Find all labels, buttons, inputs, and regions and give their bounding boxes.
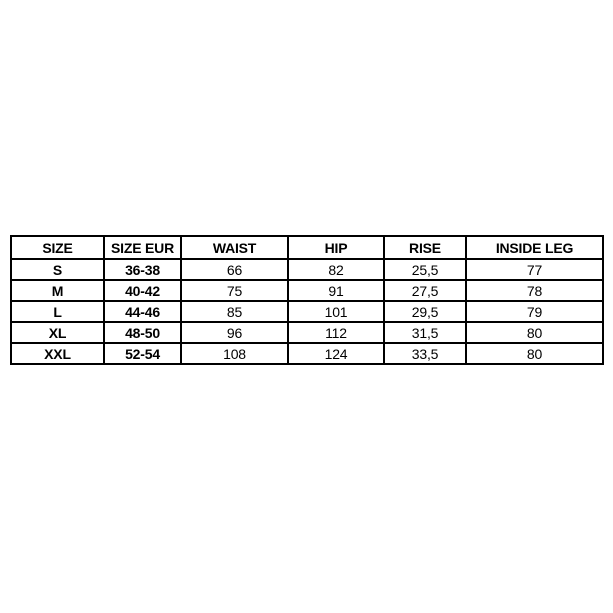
cell-size-eur: 40-42 xyxy=(103,279,182,302)
cell-rise: 25,5 xyxy=(383,258,467,281)
cell-rise: 29,5 xyxy=(383,300,467,323)
table-row-l: L 44-46 85 101 29,5 79 xyxy=(10,300,604,323)
table-header-row: SIZE SIZE EUR WAIST HIP RISE INSIDE LEG xyxy=(10,235,604,260)
cell-waist: 108 xyxy=(180,342,289,365)
table-row-m: M 40-42 75 91 27,5 78 xyxy=(10,279,604,302)
cell-size: M xyxy=(10,279,105,302)
cell-size: XXL xyxy=(10,342,105,365)
cell-hip: 101 xyxy=(287,300,385,323)
header-cell-waist: WAIST xyxy=(180,235,289,260)
cell-inside-leg: 80 xyxy=(465,321,604,344)
cell-size: XL xyxy=(10,321,105,344)
cell-hip: 124 xyxy=(287,342,385,365)
cell-size-eur: 48-50 xyxy=(103,321,182,344)
table-row-xl: XL 48-50 96 112 31,5 80 xyxy=(10,321,604,344)
cell-waist: 66 xyxy=(180,258,289,281)
cell-size-eur: 36-38 xyxy=(103,258,182,281)
cell-size-eur: 52-54 xyxy=(103,342,182,365)
cell-size-eur: 44-46 xyxy=(103,300,182,323)
cell-inside-leg: 77 xyxy=(465,258,604,281)
cell-waist: 85 xyxy=(180,300,289,323)
table-row-s: S 36-38 66 82 25,5 77 xyxy=(10,258,604,281)
cell-hip: 112 xyxy=(287,321,385,344)
cell-size: S xyxy=(10,258,105,281)
header-cell-size-eur: SIZE EUR xyxy=(103,235,182,260)
cell-waist: 75 xyxy=(180,279,289,302)
header-cell-rise: RISE xyxy=(383,235,467,260)
cell-rise: 33,5 xyxy=(383,342,467,365)
cell-waist: 96 xyxy=(180,321,289,344)
cell-rise: 31,5 xyxy=(383,321,467,344)
header-cell-size: SIZE xyxy=(10,235,105,260)
cell-hip: 82 xyxy=(287,258,385,281)
header-cell-hip: HIP xyxy=(287,235,385,260)
cell-inside-leg: 78 xyxy=(465,279,604,302)
cell-inside-leg: 80 xyxy=(465,342,604,365)
header-cell-inside-leg: INSIDE LEG xyxy=(465,235,604,260)
cell-inside-leg: 79 xyxy=(465,300,604,323)
cell-hip: 91 xyxy=(287,279,385,302)
cell-rise: 27,5 xyxy=(383,279,467,302)
table-row-xxl: XXL 52-54 108 124 33,5 80 xyxy=(10,342,604,365)
size-chart-table: SIZE SIZE EUR WAIST HIP RISE INSIDE LEG … xyxy=(10,235,604,365)
cell-size: L xyxy=(10,300,105,323)
